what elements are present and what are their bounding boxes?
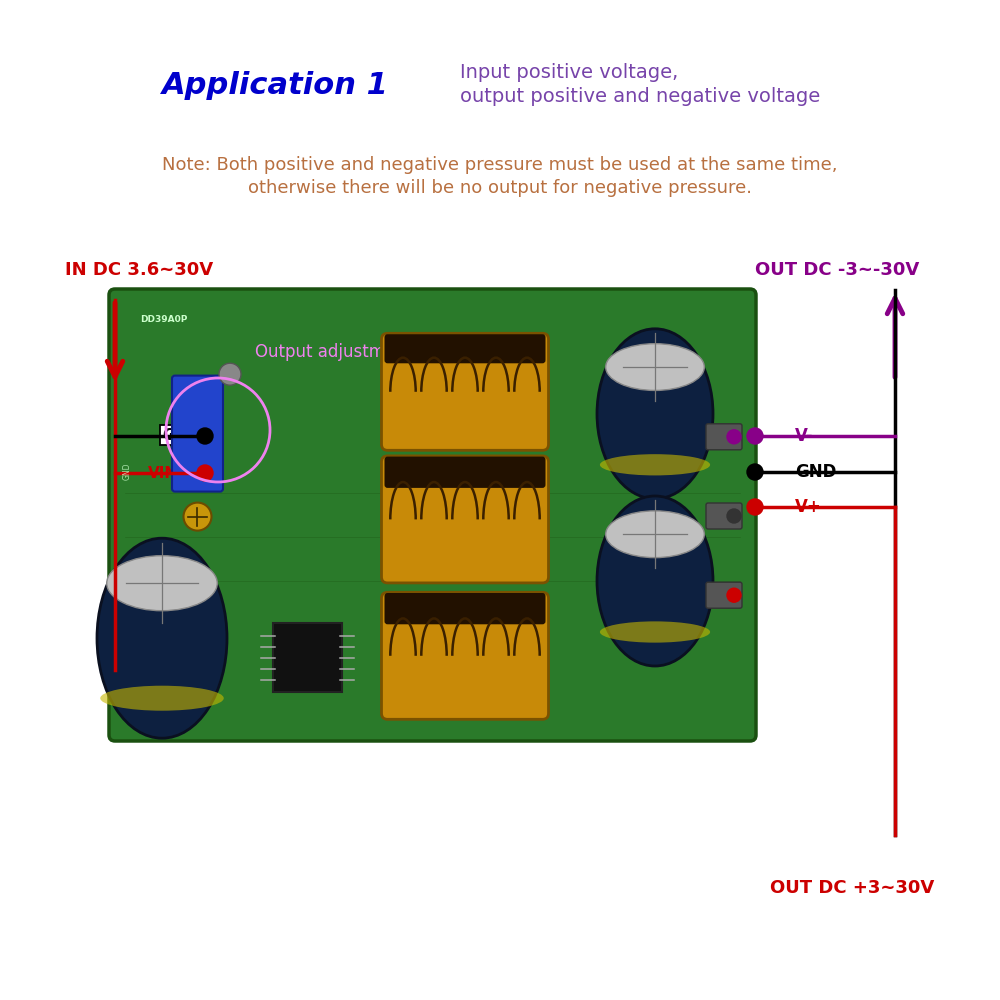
Text: IN DC 3.6~30V: IN DC 3.6~30V — [65, 261, 213, 279]
FancyBboxPatch shape — [706, 424, 742, 450]
Ellipse shape — [183, 503, 211, 531]
Ellipse shape — [606, 344, 704, 390]
Circle shape — [727, 509, 741, 523]
Text: DD39A0P: DD39A0P — [140, 315, 187, 324]
FancyBboxPatch shape — [384, 499, 546, 540]
Text: GND: GND — [162, 428, 200, 442]
Ellipse shape — [97, 538, 227, 738]
Text: Application 1: Application 1 — [162, 70, 388, 100]
Circle shape — [197, 465, 213, 481]
FancyBboxPatch shape — [384, 373, 546, 411]
Text: Input positive voltage,: Input positive voltage, — [460, 62, 678, 82]
Circle shape — [727, 588, 741, 602]
FancyBboxPatch shape — [109, 289, 756, 741]
Circle shape — [747, 464, 763, 480]
Circle shape — [727, 430, 741, 444]
Ellipse shape — [606, 511, 704, 558]
Ellipse shape — [597, 329, 713, 499]
Circle shape — [197, 428, 213, 444]
FancyBboxPatch shape — [381, 333, 548, 450]
Ellipse shape — [107, 556, 217, 611]
FancyBboxPatch shape — [384, 457, 546, 488]
Ellipse shape — [600, 454, 710, 475]
FancyBboxPatch shape — [384, 636, 546, 676]
Ellipse shape — [219, 363, 241, 385]
Ellipse shape — [100, 686, 224, 711]
Circle shape — [747, 499, 763, 515]
Text: GND: GND — [122, 462, 132, 480]
FancyBboxPatch shape — [172, 376, 223, 492]
FancyBboxPatch shape — [706, 582, 742, 608]
Text: V-: V- — [795, 427, 814, 445]
Text: GND: GND — [795, 463, 836, 481]
Text: Output adjustment resistance: Output adjustment resistance — [255, 343, 503, 361]
Text: OUT DC -3~-30V: OUT DC -3~-30V — [755, 261, 919, 279]
FancyBboxPatch shape — [706, 503, 742, 529]
FancyBboxPatch shape — [381, 592, 548, 719]
Circle shape — [747, 428, 763, 444]
FancyBboxPatch shape — [384, 334, 546, 363]
Ellipse shape — [597, 496, 713, 666]
Ellipse shape — [600, 621, 710, 643]
Text: OUT DC +3~30V: OUT DC +3~30V — [770, 879, 934, 897]
FancyBboxPatch shape — [273, 623, 342, 692]
FancyBboxPatch shape — [381, 456, 548, 583]
Text: Note: Both positive and negative pressure must be used at the same time,: Note: Both positive and negative pressur… — [162, 156, 838, 174]
Text: otherwise there will be no output for negative pressure.: otherwise there will be no output for ne… — [248, 179, 752, 197]
Text: V+: V+ — [795, 498, 822, 516]
Text: output positive and negative voltage: output positive and negative voltage — [460, 88, 820, 106]
FancyBboxPatch shape — [384, 593, 546, 624]
Text: VIN: VIN — [148, 466, 178, 481]
